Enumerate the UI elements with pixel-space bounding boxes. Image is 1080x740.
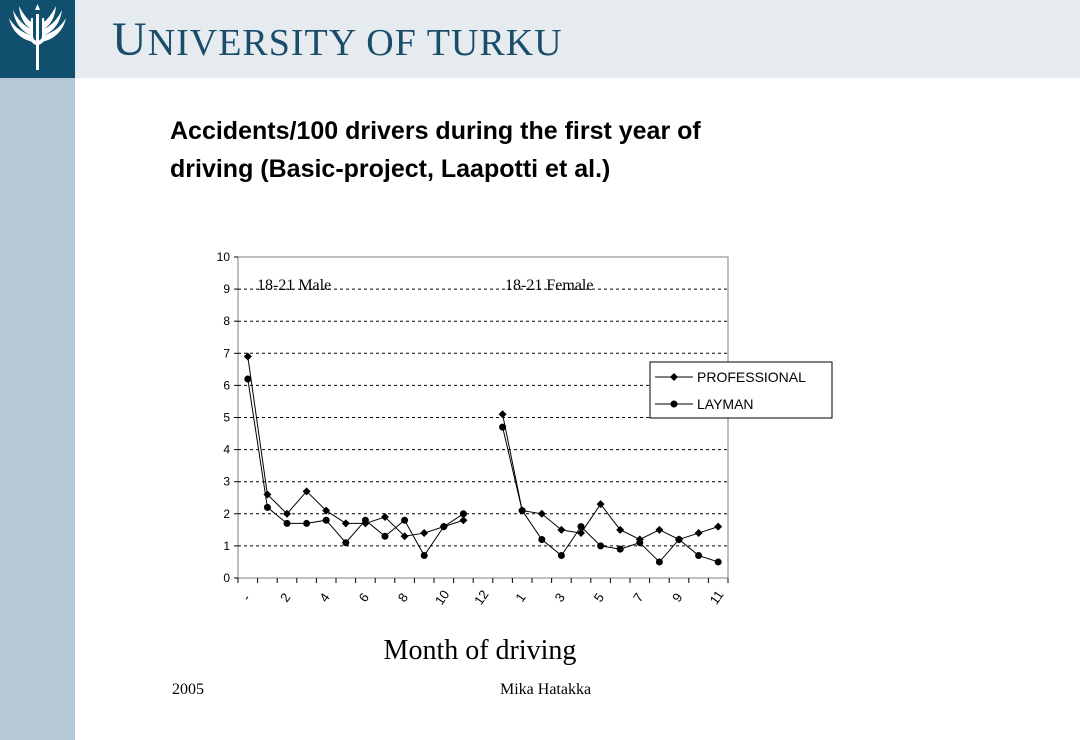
data-point-layman xyxy=(636,539,644,547)
x-tick-label: 4 xyxy=(316,590,332,605)
y-tick-label: 0 xyxy=(223,571,230,585)
data-point-layman xyxy=(263,503,271,511)
data-point-professional xyxy=(655,525,664,534)
x-axis-ticks: - 2 4 6 8 10 12 1 3 5 7 9 11 xyxy=(237,578,729,608)
y-tick-label: 6 xyxy=(223,378,230,392)
data-point-professional xyxy=(381,513,389,522)
data-point-layman xyxy=(420,552,428,560)
y-tick-label: 9 xyxy=(223,282,230,296)
x-tick-label: 9 xyxy=(669,590,685,605)
data-point-professional xyxy=(694,529,703,538)
series-line-layman xyxy=(502,427,719,563)
data-point-professional xyxy=(243,352,252,361)
left-sidebar xyxy=(0,0,75,740)
grid-lines xyxy=(238,288,728,547)
legend-label-layman: LAYMAN xyxy=(697,396,754,412)
header-band xyxy=(75,0,1080,78)
annotation-male: 18-21 Male xyxy=(257,277,331,294)
data-point-layman xyxy=(675,535,683,543)
university-name: UNIVERSITY OF TURKU xyxy=(112,13,563,66)
slide-title: Accidents/100 drivers during the first y… xyxy=(170,112,890,188)
legend-box xyxy=(649,361,833,419)
data-point-layman xyxy=(714,558,722,566)
series-markers xyxy=(243,352,723,566)
footer-year: 2005 xyxy=(172,681,204,698)
data-point-layman xyxy=(577,523,585,531)
slide-title-line-1: Accidents/100 drivers during the first y… xyxy=(170,117,701,145)
data-point-professional xyxy=(420,529,429,538)
legend-marker-professional xyxy=(670,373,678,381)
data-point-professional xyxy=(596,500,605,509)
data-point-layman xyxy=(616,545,624,553)
y-axis-ticks: 0 1 2 3 4 5 6 7 8 9 10 xyxy=(217,250,238,585)
data-point-layman xyxy=(597,542,605,550)
data-point-professional xyxy=(322,506,331,515)
annotation-female: 18-21 Female xyxy=(505,277,593,294)
x-axis-label: Month of driving xyxy=(384,635,577,666)
data-point-professional xyxy=(498,410,507,419)
data-point-layman xyxy=(518,507,526,515)
data-point-professional xyxy=(714,522,723,531)
data-point-professional xyxy=(459,516,468,525)
data-point-professional xyxy=(302,487,311,496)
x-tick-label: 10 xyxy=(432,587,453,607)
data-point-layman xyxy=(695,552,703,560)
data-point-professional xyxy=(283,509,291,518)
data-point-professional xyxy=(263,490,272,499)
university-logo xyxy=(0,0,75,78)
y-tick-label: 7 xyxy=(223,346,230,360)
data-point-layman xyxy=(342,539,350,547)
footer-author: Mika Hatakka xyxy=(500,681,592,698)
data-point-layman xyxy=(655,558,663,566)
y-tick-label: 4 xyxy=(223,443,230,457)
data-point-professional xyxy=(616,525,625,534)
data-point-professional xyxy=(341,519,350,528)
y-tick-label: 8 xyxy=(223,314,230,328)
y-tick-label: 1 xyxy=(223,539,230,553)
data-point-layman xyxy=(401,516,409,524)
data-point-layman xyxy=(440,523,448,531)
slide-title-line-2: driving (Basic-project, Laapotti et al.) xyxy=(170,155,611,183)
data-point-layman xyxy=(303,519,311,527)
data-point-professional xyxy=(537,509,546,518)
y-tick-label: 10 xyxy=(217,250,231,264)
data-point-layman xyxy=(381,532,389,540)
x-tick-label: 5 xyxy=(591,590,607,605)
legend: PROFESSIONAL LAYMAN xyxy=(649,361,833,419)
data-point-layman xyxy=(244,375,252,383)
x-tick-label: 3 xyxy=(551,590,567,605)
x-tick-label: 7 xyxy=(630,590,646,605)
data-point-layman xyxy=(361,516,369,524)
x-tick-label: 8 xyxy=(395,590,411,605)
x-tick-label: - xyxy=(239,591,254,603)
data-point-layman xyxy=(322,516,330,524)
data-point-layman xyxy=(557,552,565,560)
data-point-professional xyxy=(577,529,585,538)
x-tick-label: 2 xyxy=(277,590,293,605)
y-tick-label: 3 xyxy=(223,475,230,489)
data-point-layman xyxy=(499,423,507,431)
data-point-layman xyxy=(538,535,546,543)
x-tick-label: 6 xyxy=(355,590,371,605)
data-point-professional xyxy=(557,525,566,534)
y-tick-label: 5 xyxy=(223,411,230,425)
data-point-layman xyxy=(459,510,467,518)
series-line-professional xyxy=(247,356,464,537)
x-tick-label: 12 xyxy=(471,587,492,607)
x-tick-label: 11 xyxy=(706,588,726,608)
data-point-layman xyxy=(283,519,291,527)
y-tick-label: 2 xyxy=(223,507,230,521)
data-point-professional xyxy=(400,532,409,541)
x-tick-label: 1 xyxy=(512,590,528,605)
trident-wings-icon xyxy=(9,4,66,70)
legend-marker-layman xyxy=(670,400,678,408)
legend-label-professional: PROFESSIONAL xyxy=(697,369,806,385)
series-line-layman xyxy=(247,378,464,557)
